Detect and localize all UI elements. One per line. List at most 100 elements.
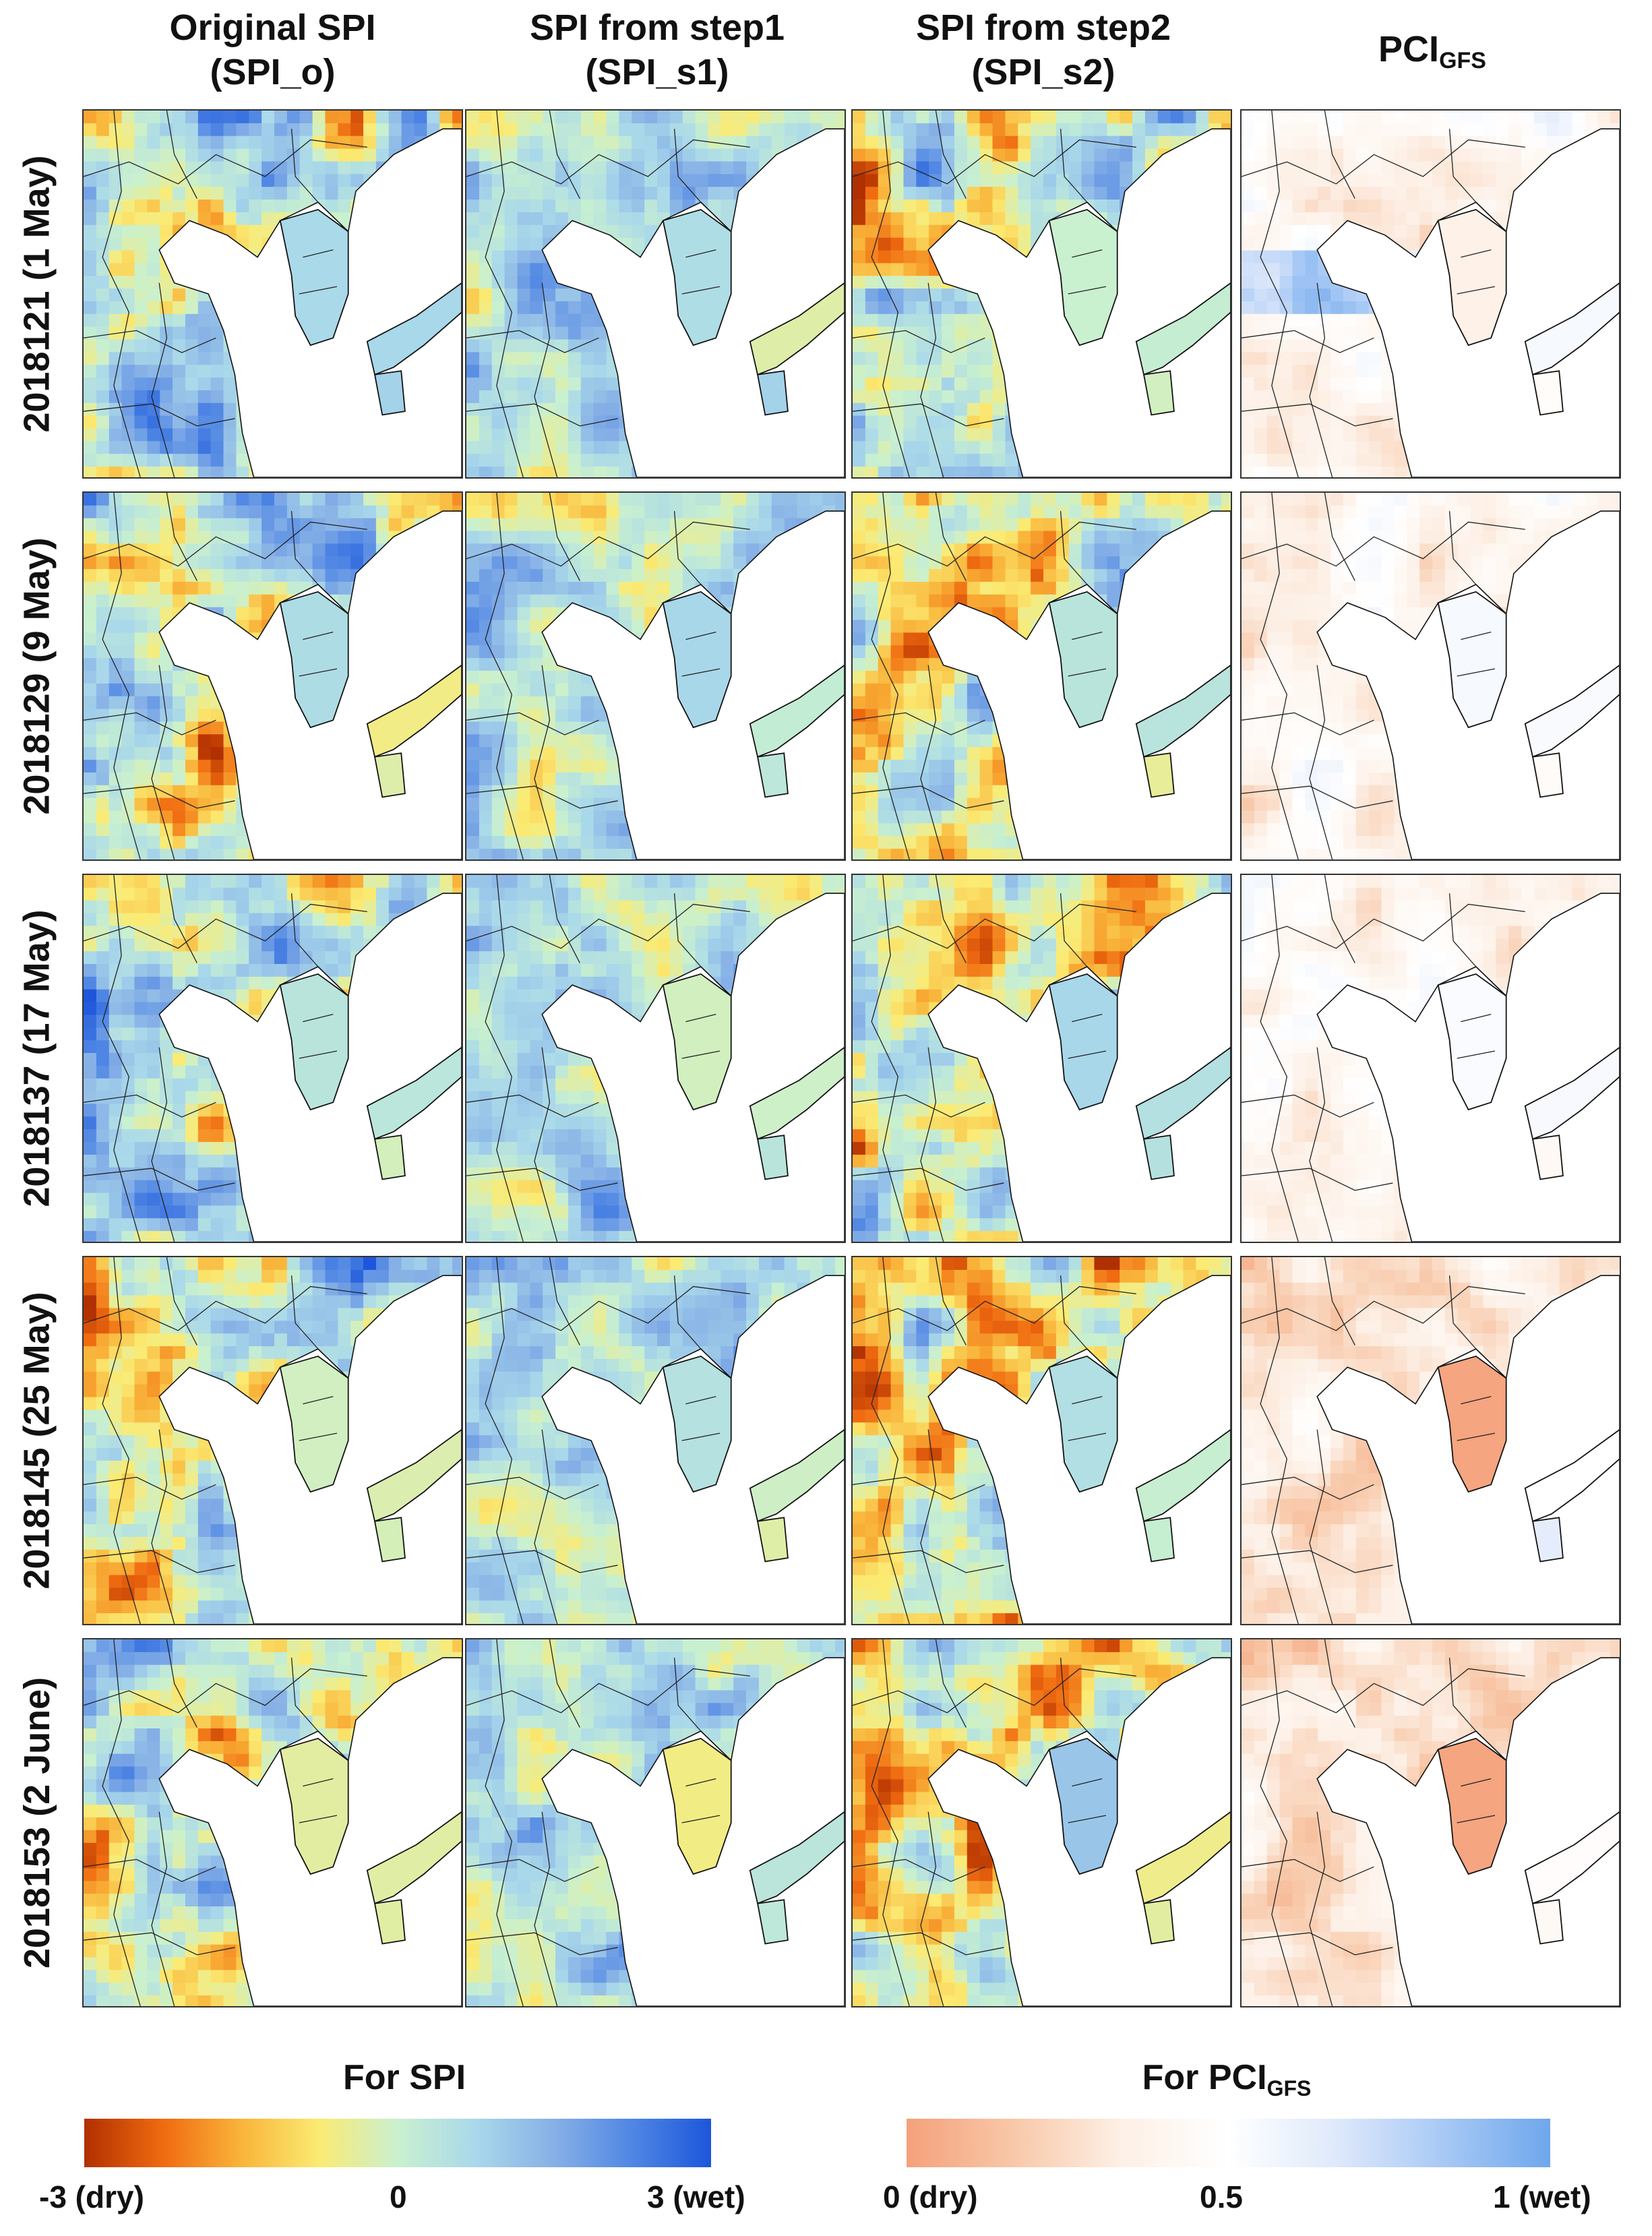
column-header-line1: SPI from step1 — [529, 7, 785, 48]
map-panel-spi-s1-row-2 — [465, 491, 846, 861]
map-svg — [1242, 1257, 1620, 1624]
japan-kyushu — [756, 1899, 789, 1945]
column-header-spi-o: Original SPI (SPI_o) — [82, 5, 463, 94]
map-svg — [466, 1257, 845, 1624]
map-panel-spi-s1-row-1 — [465, 109, 846, 479]
map-panel-spi-s2-row-5 — [851, 1638, 1232, 2007]
column-header-line2: (SPI_s2) — [971, 52, 1115, 92]
boundary-lines — [466, 1639, 750, 2006]
map-panel-pci-gfs-row-1 — [1240, 109, 1621, 479]
japan-honshu — [366, 1046, 462, 1140]
map-panel-spi-o-row-4 — [82, 1256, 463, 1625]
korea-peninsula — [662, 208, 732, 346]
legend-pci-title-main: For PCI — [1142, 2058, 1267, 2097]
japan-honshu — [1135, 1811, 1231, 1904]
japan-kyushu — [1531, 370, 1564, 416]
boundary-lines — [84, 493, 367, 859]
japan-kyushu — [1142, 1517, 1175, 1563]
boundary-lines — [466, 875, 750, 1242]
column-header-line1: SPI from step2 — [915, 7, 1171, 48]
japan-honshu — [749, 282, 845, 375]
japan-kyushu — [756, 1135, 789, 1180]
column-header-spi-s1: SPI from step1 (SPI_s1) — [465, 5, 849, 94]
boundary-lines — [1242, 493, 1525, 859]
japan-kyushu — [373, 752, 406, 798]
japan-honshu — [1524, 1811, 1620, 1904]
japan-honshu — [366, 1811, 462, 1904]
map-svg — [1242, 1639, 1620, 2006]
korea-peninsula — [1437, 208, 1507, 346]
boundary-lines — [84, 1257, 367, 1624]
korea-peninsula — [1048, 1737, 1118, 1875]
map-panel-spi-s2-row-3 — [851, 874, 1232, 1243]
map-panel-spi-s2-row-4 — [851, 1256, 1232, 1625]
row-label-2: 2018129 (9 May) — [0, 491, 74, 861]
japan-honshu — [1524, 1428, 1620, 1522]
column-header-line2: (SPI_s1) — [585, 52, 729, 92]
pci-subscript: GFS — [1439, 48, 1486, 73]
map-svg — [853, 1639, 1231, 2006]
legend-spi-tick-mid: 0 — [390, 2179, 407, 2214]
legend-spi-title: For SPI — [342, 2058, 466, 2097]
japan-honshu — [749, 1428, 845, 1522]
map-panel-pci-gfs-row-2 — [1240, 491, 1621, 861]
map-svg — [84, 1257, 462, 1624]
japan-honshu — [749, 664, 845, 758]
korea-peninsula — [662, 1737, 732, 1875]
korea-peninsula — [1437, 591, 1507, 729]
korea-peninsula — [1437, 1737, 1507, 1875]
japan-kyushu — [373, 1517, 406, 1563]
boundary-lines — [1242, 1257, 1525, 1624]
legend-pci-colorbar — [907, 2119, 1550, 2167]
map-svg — [466, 111, 845, 477]
map-panel-spi-s1-row-5 — [465, 1638, 846, 2007]
map-panel-pci-gfs-row-4 — [1240, 1256, 1621, 1625]
japan-kyushu — [1142, 1899, 1175, 1945]
japan-kyushu — [1142, 1135, 1175, 1180]
boundary-lines — [1242, 111, 1525, 477]
column-header-spi-s2: SPI from step2 (SPI_s2) — [851, 5, 1235, 94]
boundary-lines — [466, 1257, 750, 1624]
japan-honshu — [366, 1428, 462, 1522]
legend-pci-tick-min: 0 (dry) — [883, 2179, 978, 2214]
column-header-pci-text: PCIGFS — [1240, 27, 1624, 83]
row-label-text: 2018137 (17 May) — [17, 909, 57, 1207]
boundary-lines — [853, 111, 1136, 477]
japan-honshu — [1135, 1046, 1231, 1140]
korea-peninsula — [279, 591, 349, 729]
japan-honshu — [1524, 664, 1620, 758]
map-panel-spi-s2-row-1 — [851, 109, 1232, 479]
japan-kyushu — [373, 1135, 406, 1180]
japan-kyushu — [1142, 752, 1175, 798]
korea-peninsula — [1048, 973, 1118, 1111]
map-svg — [84, 493, 462, 859]
boundary-lines — [1242, 875, 1525, 1242]
korea-peninsula — [662, 973, 732, 1111]
japan-kyushu — [1531, 1899, 1564, 1945]
japan-kyushu — [1531, 1135, 1564, 1180]
japan-kyushu — [756, 752, 789, 798]
korea-peninsula — [1048, 1355, 1118, 1493]
map-panel-spi-o-row-3 — [82, 874, 463, 1243]
column-header-line2: (SPI_o) — [210, 52, 336, 92]
japan-kyushu — [756, 1517, 789, 1563]
map-svg — [466, 875, 845, 1242]
boundary-lines — [466, 111, 750, 477]
korea-peninsula — [662, 1355, 732, 1493]
row-label-4: 2018145 (25 May) — [0, 1256, 74, 1625]
legend-spi-tick-max: 3 (wet) — [647, 2179, 745, 2214]
japan-honshu — [1135, 664, 1231, 758]
boundary-lines — [853, 1639, 1136, 2006]
japan-honshu — [1524, 282, 1620, 375]
japan-honshu — [1135, 282, 1231, 375]
boundary-lines — [84, 111, 367, 477]
map-panel-pci-gfs-row-3 — [1240, 874, 1621, 1243]
boundary-lines — [1242, 1639, 1525, 2006]
map-svg — [853, 1257, 1231, 1624]
boundary-lines — [853, 875, 1136, 1242]
row-label-text: 2018145 (25 May) — [17, 1292, 57, 1590]
pci-main-text: PCI — [1378, 29, 1440, 69]
korea-peninsula — [1048, 208, 1118, 346]
row-label-5: 2018153 (2 June) — [0, 1638, 74, 2007]
map-svg — [1242, 875, 1620, 1242]
